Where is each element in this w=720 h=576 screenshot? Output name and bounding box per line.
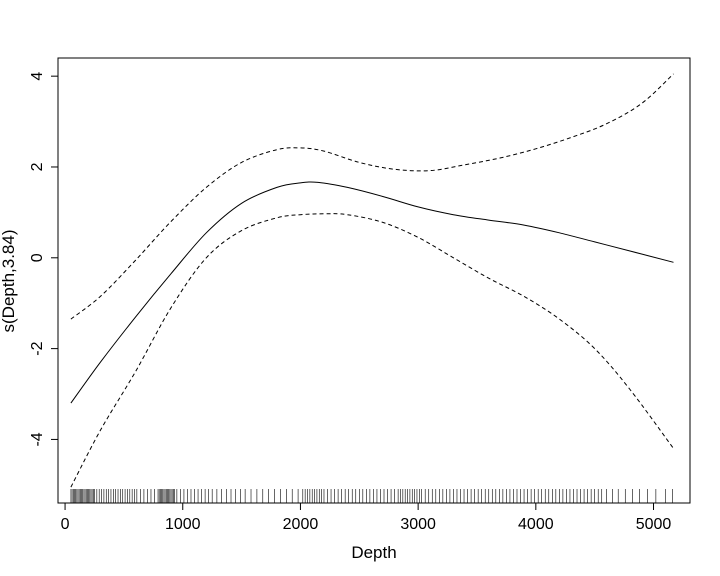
y-axis-label: s(Depth,3.84) bbox=[0, 230, 18, 333]
rug-layer bbox=[70, 489, 673, 503]
lower-band-line bbox=[70, 213, 674, 488]
y-axis: -4 -2 0 2 4 bbox=[29, 72, 59, 447]
y-tick-label: 2 bbox=[29, 162, 46, 171]
x-axis: 0 1000 2000 3000 4000 5000 bbox=[61, 502, 672, 533]
x-tick-label: 4000 bbox=[518, 516, 554, 533]
x-tick-label: 5000 bbox=[636, 516, 672, 533]
curves-layer bbox=[70, 73, 674, 488]
x-tick-label: 0 bbox=[61, 516, 70, 533]
y-tick-label: -2 bbox=[29, 341, 46, 355]
x-tick-label: 2000 bbox=[283, 516, 319, 533]
x-tick-label: 3000 bbox=[400, 516, 436, 533]
x-tick-label: 1000 bbox=[165, 516, 201, 533]
y-tick-label: 0 bbox=[29, 253, 46, 262]
smooth-estimate-line bbox=[70, 181, 674, 404]
y-tick-label: -4 bbox=[29, 432, 46, 446]
x-axis-label: Depth bbox=[351, 543, 396, 562]
y-tick-label: 4 bbox=[29, 72, 46, 81]
upper-band-line bbox=[70, 73, 674, 320]
